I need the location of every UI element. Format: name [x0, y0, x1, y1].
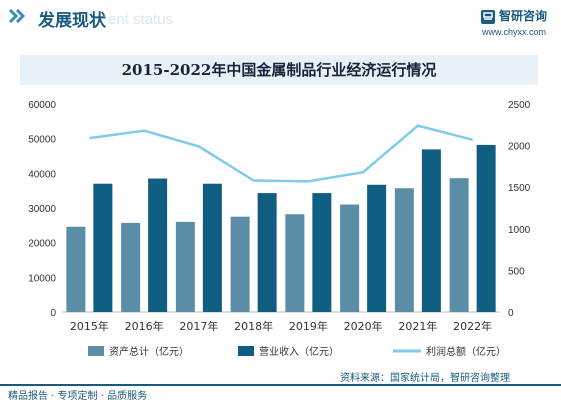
bar-revenue — [148, 178, 168, 312]
y-left-tick-label: 40000 — [28, 169, 56, 180]
y-right-tick-label: 500 — [508, 266, 525, 277]
bar-revenue — [202, 183, 222, 312]
bar-assets — [285, 214, 305, 312]
source-note: 资料来源：国家统计局，智研咨询整理 — [340, 373, 510, 384]
footer-divider — [0, 384, 561, 386]
legend-swatch-1 — [238, 346, 254, 356]
x-tick-label: 2016年 — [125, 319, 164, 333]
bar-assets — [230, 216, 250, 312]
bar-assets — [121, 222, 141, 312]
legend-label-0: 资产总计（亿元） — [109, 345, 189, 358]
bar-revenue — [312, 193, 332, 312]
x-tick-label: 2017年 — [179, 319, 218, 333]
y-left-tick-label: 50000 — [28, 135, 56, 146]
x-tick-label: 2015年 — [70, 319, 109, 333]
bar-revenue — [421, 149, 441, 312]
y-right-tick-label: 2500 — [508, 100, 531, 111]
header: 发展现状 ent status 智研咨询 www.chyxx.com — [0, 0, 561, 40]
x-tick-label: 2018年 — [234, 319, 273, 333]
bar-revenue — [257, 193, 277, 312]
x-tick-label: 2021年 — [398, 319, 437, 333]
profit-line — [89, 124, 473, 183]
brand-url: www.chyxx.com — [482, 27, 547, 37]
x-tick-label: 2019年 — [289, 319, 328, 333]
bar-revenue — [476, 144, 496, 312]
y-left-tick-label: 20000 — [28, 239, 56, 250]
y-right-tick-label: 1000 — [508, 225, 531, 236]
footer-slogan: 精品报告 · 专项定制 · 品质服务 — [8, 391, 148, 402]
y-left-tick-label: 30000 — [28, 204, 56, 215]
x-tick-label: 2022年 — [453, 319, 492, 333]
header-ghost-text: ent status — [108, 11, 174, 28]
chart-title: 2015-2022年中国金属制品行业经济运行情况 — [121, 61, 437, 79]
bar-assets — [340, 204, 360, 312]
legend-swatch-0 — [88, 346, 104, 356]
legend-label-2: 利润总额（亿元） — [426, 345, 506, 358]
brand-logo-icon — [481, 10, 495, 24]
bar-revenue — [367, 184, 387, 312]
page-title: 发展现状 — [38, 11, 106, 31]
legend-label-1: 营业收入（亿元） — [259, 345, 339, 358]
bar-assets — [449, 178, 469, 312]
y-left-tick-label: 10000 — [28, 273, 56, 284]
bar-assets — [394, 188, 414, 312]
y-right-tick-label: 0 — [508, 308, 514, 319]
y-left-tick-label: 60000 — [28, 100, 56, 111]
bar-assets — [66, 226, 86, 312]
y-right-tick-label: 1500 — [508, 183, 531, 194]
x-tick-label: 2020年 — [344, 319, 383, 333]
brand-name: 智研咨询 — [499, 9, 548, 23]
y-left-tick-label: 0 — [50, 308, 56, 319]
chart-title-bar: 2015-2022年中国金属制品行业经济运行情况 — [20, 55, 538, 85]
y-right-tick-label: 2000 — [508, 142, 531, 153]
chevron-logo-icon — [8, 9, 26, 23]
bar-revenue — [93, 183, 113, 312]
bar-assets — [175, 221, 195, 312]
